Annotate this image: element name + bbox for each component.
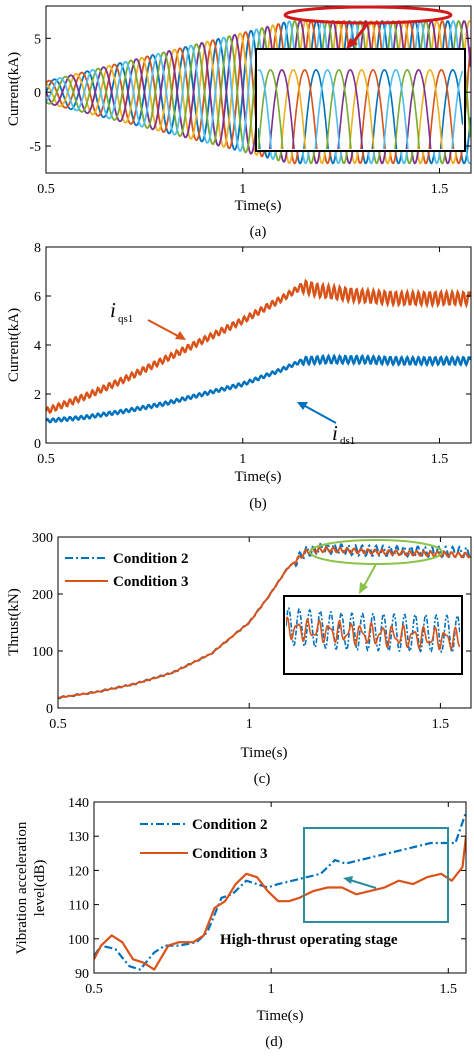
arrowhead-ids1 xyxy=(297,402,308,410)
c-ytick-label-2: 200 xyxy=(32,588,53,603)
d-xtick-label-2: 1.5 xyxy=(440,982,458,997)
legend-d: Condition 2 Condition 3 xyxy=(140,817,267,862)
inset-a xyxy=(255,48,466,152)
highlight-ellipse-a xyxy=(283,5,453,25)
legend-c: Condition 2 Condition 3 xyxy=(65,551,188,590)
ids1-main: i xyxy=(332,421,338,445)
b-ytick-label-1: 2 xyxy=(34,388,41,403)
b-ytick-label-3: 6 xyxy=(34,290,41,305)
x-axis-label-c: Time(s) xyxy=(241,745,288,761)
ticks-a: 0.5 1 1.5 -5 0 5 xyxy=(29,6,471,197)
highlight-arrow-a xyxy=(350,22,370,45)
panel-c: 0.5 1 1.5 0 100 200 300 Condition 2 Condition … xyxy=(6,531,472,787)
y-axis-label-c: Thrust(kN) xyxy=(6,588,22,656)
label-iqs1: i qs1 xyxy=(110,298,133,325)
y-axis-label-a: Current(kA) xyxy=(6,52,22,126)
b-xtick-label-2: 1.5 xyxy=(431,452,449,467)
panel-label-a: (a) xyxy=(250,224,267,240)
annotation-arrow-d xyxy=(349,879,377,889)
d-xtick-label-0: 0.5 xyxy=(85,982,103,997)
ticks-c: 0.5 1 1.5 0 100 200 300 xyxy=(32,531,471,732)
d-ytick-label-3: 120 xyxy=(68,864,89,879)
b-ytick-label-4: 8 xyxy=(34,241,41,256)
ticks-d: 0.5 1 1.5 90 100 110 120 130 140 xyxy=(68,796,466,997)
c-xtick-label-1: 1 xyxy=(246,717,253,732)
y-axis-label-d-line2: level(dB) xyxy=(32,860,48,917)
inset-phase-current-3 xyxy=(280,69,443,149)
ticks-b: 0.5 1 1.5 0 2 4 6 8 xyxy=(34,241,471,467)
a-xtick-label-2: 1.5 xyxy=(431,182,449,197)
b-ytick-label-2: 4 xyxy=(34,339,41,354)
arrow-iqs1 xyxy=(147,319,179,337)
legend-c-label-0: Condition 2 xyxy=(113,551,188,567)
b-xtick-label-1: 1 xyxy=(239,452,246,467)
legend-d-label-1: Condition 3 xyxy=(192,846,267,862)
series-i-ds1 xyxy=(46,353,471,424)
c-ytick-label-0: 0 xyxy=(46,702,53,717)
series-condition-2 xyxy=(94,811,466,971)
highlight-arrowhead-a xyxy=(346,38,358,49)
series-condition-3 xyxy=(58,546,471,699)
panel-a: 0.5 1 1.5 -5 0 5 Current(kA) Time(s) (a) xyxy=(6,5,472,240)
panel-label-b: (b) xyxy=(249,496,267,512)
axes-box-c xyxy=(57,536,472,709)
c-xtick-label-0: 0.5 xyxy=(49,717,67,732)
d-ytick-label-5: 140 xyxy=(68,796,89,811)
y-axis-label-b: Current(kA) xyxy=(6,308,22,382)
c-ytick-label-3: 300 xyxy=(32,531,53,546)
series-condition-3 xyxy=(94,836,466,971)
a-ytick-label-2: 5 xyxy=(34,32,41,47)
c-xtick-label-2: 1.5 xyxy=(432,717,450,732)
panel-label-d: (d) xyxy=(265,1034,283,1050)
inset-series-condition-3 xyxy=(286,616,460,651)
highlight-arrow-c xyxy=(363,563,377,587)
panel-b: 0.5 1 1.5 0 2 4 6 8 i qs1 i ds1 Current(kA) Tim… xyxy=(6,241,472,512)
iqs1-sub: qs1 xyxy=(118,313,133,325)
d-ytick-label-0: 90 xyxy=(75,967,89,982)
series-i-qs1 xyxy=(46,278,471,415)
b-ytick-label-0: 0 xyxy=(34,437,41,452)
panel-d: 0.5 1 1.5 90 100 110 120 130 140 High-thrust ope… xyxy=(14,796,467,1050)
inset-phase-current-4 xyxy=(268,69,432,149)
legend-c-label-1: Condition 3 xyxy=(113,574,188,590)
c-ytick-label-1: 100 xyxy=(32,645,53,660)
a-xtick-label-1: 1 xyxy=(239,182,246,197)
axes-box-d xyxy=(93,801,467,974)
inset-c xyxy=(283,595,463,675)
d-ytick-label-4: 130 xyxy=(68,830,89,845)
a-xtick-label-0: 0.5 xyxy=(37,182,55,197)
legend-d-label-0: Condition 2 xyxy=(192,817,267,833)
arrow-ids1 xyxy=(304,405,337,424)
x-axis-label-b: Time(s) xyxy=(235,469,282,485)
d-xtick-label-1: 1 xyxy=(268,982,275,997)
axes-box-a xyxy=(45,5,472,174)
arrowhead-iqs1 xyxy=(175,331,186,340)
a-ytick-label-1: 0 xyxy=(34,86,41,101)
annotation-text-d: High-thrust operating stage xyxy=(220,932,398,948)
high-thrust-box xyxy=(303,827,449,923)
d-ytick-label-2: 110 xyxy=(69,899,89,914)
annotation-arrowhead-d xyxy=(343,876,353,884)
label-ids1: i ds1 xyxy=(332,421,355,447)
highlight-arrowhead-c xyxy=(359,582,368,594)
dq-currents-b xyxy=(46,278,471,424)
inset-series-condition-2 xyxy=(286,607,460,654)
x-axis-label-d: Time(s) xyxy=(257,1008,304,1024)
vibration-lines-d xyxy=(94,811,466,971)
ids1-sub: ds1 xyxy=(340,435,355,447)
b-xtick-label-0: 0.5 xyxy=(37,452,55,467)
x-axis-label-a: Time(s) xyxy=(235,198,282,214)
thrust-lines-c xyxy=(58,542,471,700)
y-axis-label-d-line1: Vibration acceleration xyxy=(14,821,30,954)
a-ytick-label-0: -5 xyxy=(29,140,41,155)
d-ytick-label-1: 100 xyxy=(68,933,89,948)
iqs1-main: i xyxy=(110,298,116,322)
panel-label-c: (c) xyxy=(254,771,271,787)
